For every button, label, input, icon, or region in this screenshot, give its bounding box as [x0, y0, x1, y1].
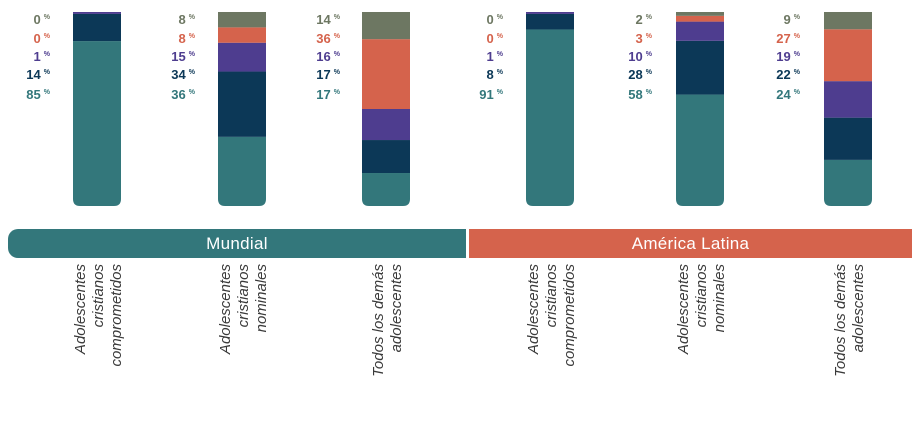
bar-segment: [218, 12, 266, 28]
bar-segment: [676, 12, 724, 16]
bar-segment: [526, 12, 574, 14]
value-labels-layer: 0 % 0 % 1 % 14 % 85 % 8 % 8 % 15 % 34 % 36 % 14 % 36 % 16 % 17 % 17%…: [26, 12, 800, 102]
bar-segment: [824, 117, 872, 160]
value-label: 36%: [316, 31, 340, 46]
category-label: nominales: [253, 264, 270, 333]
group-banner-edge: [454, 229, 466, 258]
bar-segment: [526, 29, 574, 206]
bar-segment: [362, 173, 410, 206]
bar-segment: [824, 12, 872, 30]
category-label: cristianos: [543, 264, 560, 328]
value-label: 8%: [179, 31, 196, 46]
category-label: Todos los demás: [832, 264, 849, 377]
value-label: 0%: [34, 31, 51, 46]
value-label: 85%: [26, 87, 50, 102]
group-banner: [469, 229, 912, 258]
value-label: 28%: [628, 67, 652, 82]
bar-segment: [676, 21, 724, 41]
value-label: 14%: [26, 67, 50, 82]
category-label: cristianos: [235, 264, 252, 328]
bar-segment: [218, 27, 266, 43]
value-label: 0%: [487, 31, 504, 46]
bar-segment: [218, 136, 266, 206]
bar-segment: [824, 29, 872, 82]
value-label: 91%: [479, 87, 503, 102]
value-label: 16%: [316, 49, 340, 64]
bar-segment: [218, 42, 266, 72]
bar-segment: [362, 12, 410, 40]
category-label: adolescentes: [850, 264, 867, 353]
value-label: 8%: [487, 67, 504, 82]
group-banner-label: América Latina: [632, 234, 750, 253]
bar-segment: [526, 13, 574, 30]
category-label: Todos los demás: [370, 264, 387, 377]
bar-segment: [218, 71, 266, 137]
bar-segment: [73, 13, 121, 42]
value-label: 34%: [171, 67, 195, 82]
category-label: cristianos: [90, 264, 107, 328]
bar-segment: [73, 41, 121, 206]
stacked-bar: [824, 12, 872, 206]
value-label: 8%: [179, 12, 196, 27]
bar-segment: [676, 40, 724, 95]
group-banner-label: Mundial: [206, 234, 268, 253]
category-label: comprometidos: [108, 264, 125, 367]
stacked-bar: [676, 12, 724, 206]
value-label: 15%: [171, 49, 195, 64]
category-labels-layer: Adolescentes cristianos comprometidos Adole…: [72, 264, 867, 377]
value-label: 2%: [636, 12, 653, 27]
category-label: cristianos: [693, 264, 710, 328]
bar-segment: [676, 15, 724, 22]
group-banners: Mundial América Latina: [8, 229, 912, 258]
group-banner: [8, 229, 466, 258]
value-label: 14%: [316, 12, 340, 27]
bar-segment: [362, 109, 410, 141]
value-label: 19%: [776, 49, 800, 64]
stacked-bar: [73, 12, 121, 206]
bar-segment: [824, 81, 872, 118]
value-label: 24%: [776, 87, 800, 102]
value-label: 17%: [316, 87, 340, 102]
bars-layer: [73, 12, 872, 206]
bar-segment: [73, 12, 121, 14]
group-banner-edge: [892, 229, 912, 258]
category-label: Adolescentes: [217, 264, 234, 356]
value-label: 1%: [34, 49, 51, 64]
value-label: 36%: [171, 87, 195, 102]
value-label: 3%: [636, 31, 653, 46]
category-label: comprometidos: [561, 264, 578, 367]
bar-segment: [362, 39, 410, 109]
stacked-bar: [526, 12, 574, 206]
stacked-bar: [218, 12, 266, 206]
bar-segment: [824, 159, 872, 206]
value-label: 22%: [776, 67, 800, 82]
category-label: adolescentes: [388, 264, 405, 353]
stacked-bar: [362, 12, 410, 206]
value-label: 10%: [628, 49, 652, 64]
category-label: Adolescentes: [675, 264, 692, 356]
value-label: 0%: [34, 12, 51, 27]
category-label: Adolescentes: [72, 264, 89, 356]
bar-segment: [676, 94, 724, 206]
bar-segment: [362, 140, 410, 174]
value-label: 17%: [316, 67, 340, 82]
value-label: 9%: [784, 12, 801, 27]
value-label: 27%: [776, 31, 800, 46]
category-label: Adolescentes: [525, 264, 542, 356]
value-label: 58%: [628, 87, 652, 102]
value-label: 0%: [487, 12, 504, 27]
value-label: 1%: [487, 49, 504, 64]
category-label: nominales: [711, 264, 728, 333]
